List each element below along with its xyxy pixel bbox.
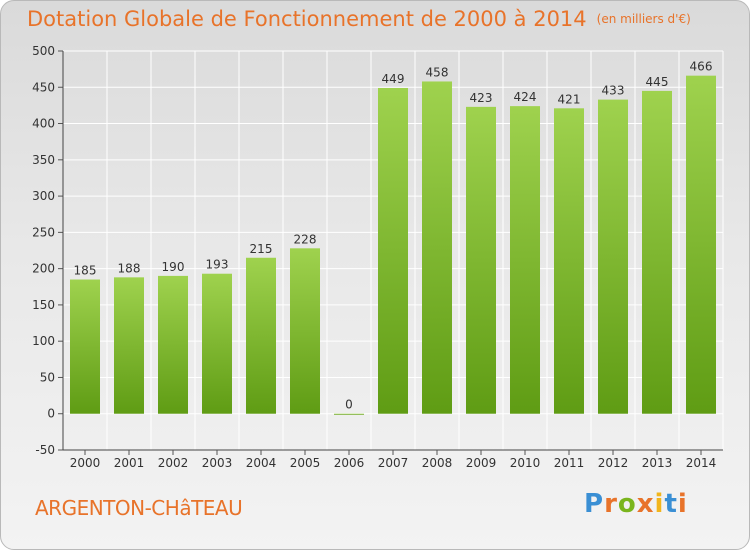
x-tick-label: 2009 xyxy=(466,456,497,470)
x-tick-label: 2014 xyxy=(686,456,717,470)
data-label: 433 xyxy=(602,84,625,98)
y-tick-label: 50 xyxy=(40,370,55,384)
bar xyxy=(378,87,408,414)
logo-letter: o xyxy=(617,489,637,519)
proxiti-logo: Proxiti xyxy=(584,489,688,519)
bar xyxy=(202,273,232,414)
x-tick-label: 2005 xyxy=(290,456,321,470)
data-label: 458 xyxy=(426,65,449,79)
bar xyxy=(246,257,276,414)
data-label: 0 xyxy=(345,398,353,412)
bar xyxy=(422,81,452,414)
bar xyxy=(158,275,188,414)
x-tick-label: 2001 xyxy=(114,456,145,470)
x-tick-label: 2004 xyxy=(246,456,277,470)
logo-letter: P xyxy=(584,489,605,519)
x-tick-label: 2007 xyxy=(378,456,409,470)
x-tick-label: 2010 xyxy=(510,456,541,470)
data-label: 193 xyxy=(206,258,229,272)
data-label: 188 xyxy=(118,261,141,275)
x-tick-label: 2012 xyxy=(598,456,629,470)
unit-note: (en milliers d'€) xyxy=(596,12,691,26)
bar xyxy=(334,413,364,415)
x-tick-label: 2008 xyxy=(422,456,453,470)
bar xyxy=(510,106,540,414)
bar xyxy=(642,90,672,414)
bar xyxy=(70,279,100,414)
commune-name: ARGENTON-CHâTEAU xyxy=(35,496,243,520)
bar xyxy=(466,106,496,414)
y-tick-label: 350 xyxy=(32,153,55,167)
logo-letter: r xyxy=(604,489,618,519)
logo-letter: x xyxy=(636,489,655,519)
x-tick-label: 2006 xyxy=(334,456,365,470)
y-tick-label: 250 xyxy=(32,225,55,239)
bar xyxy=(290,248,320,414)
y-tick-label: 200 xyxy=(32,262,55,276)
data-label: 190 xyxy=(162,260,185,274)
x-tick-label: 2011 xyxy=(554,456,585,470)
data-label: 449 xyxy=(382,72,405,86)
y-tick-label: 500 xyxy=(32,44,55,58)
y-tick-label: 450 xyxy=(32,80,55,94)
data-label: 215 xyxy=(250,242,273,256)
bar xyxy=(114,277,144,414)
data-label: 466 xyxy=(690,60,713,74)
y-tick-label: 150 xyxy=(32,298,55,312)
data-label: 423 xyxy=(470,91,493,105)
bar xyxy=(598,99,628,414)
x-tick-label: 2013 xyxy=(642,456,673,470)
y-tick-label: 300 xyxy=(32,189,55,203)
y-tick-label: 100 xyxy=(32,334,55,348)
x-tick-label: 2003 xyxy=(202,456,233,470)
chart-title: Dotation Globale de Fonctionnement de 20… xyxy=(27,7,691,31)
data-label: 424 xyxy=(514,90,537,104)
logo-letter: t xyxy=(664,489,678,519)
bar xyxy=(554,108,584,414)
logo-letter: i xyxy=(677,489,688,519)
bar xyxy=(686,75,716,414)
x-tick-label: 2002 xyxy=(158,456,189,470)
y-tick-label: 400 xyxy=(32,117,55,131)
data-label: 421 xyxy=(558,92,581,106)
y-tick-label: -50 xyxy=(35,443,55,457)
y-tick-label: 0 xyxy=(47,407,55,421)
data-label: 185 xyxy=(74,264,97,278)
data-label: 445 xyxy=(646,75,669,89)
x-tick-label: 2000 xyxy=(70,456,101,470)
logo-letter: i xyxy=(654,489,665,519)
data-label: 228 xyxy=(294,232,317,246)
